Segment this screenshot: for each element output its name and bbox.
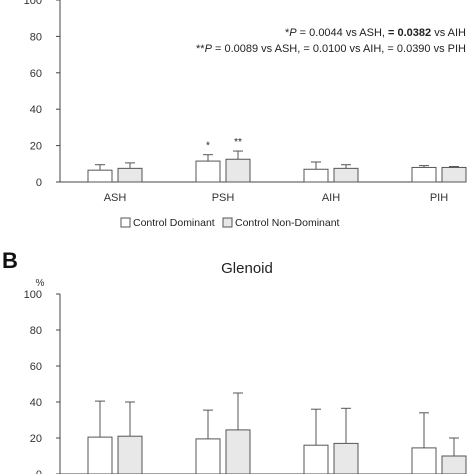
y-axis-unit-label: % (36, 278, 45, 289)
legend: Control Dominant Control Non-Dominant (120, 217, 340, 229)
panel-a-note-line-1: *P = 0.0044 vs ASH, = 0.0382 vs AIH (285, 27, 466, 39)
panel-b-bars (87, 392, 467, 474)
y-tick-label: 40 (30, 104, 42, 116)
y-tick-label: 0 (36, 469, 42, 474)
y-tick-label: 40 (30, 397, 42, 409)
y-tick-label: 60 (30, 361, 42, 373)
y-tick-label: 100 (24, 0, 42, 7)
category-label-pih: PIH (430, 192, 448, 204)
y-tick-label: 0 (36, 177, 42, 189)
y-tick-label: 100 (24, 289, 42, 301)
panel-a-note-line-2: **P = 0.0089 vs ASH, = 0.0100 vs AIH, = … (196, 43, 466, 55)
significance-marker: * (206, 141, 210, 152)
panel-a-x-axis: ASH PSH AIH PIH (104, 192, 449, 204)
bar-ash-series-2 (117, 435, 143, 474)
legend-swatch-dominant (120, 217, 131, 228)
panel-b-letter: B (2, 248, 18, 273)
legend-label-non-dominant: Control Non-Dominant (235, 217, 340, 229)
significance-marker: ** (234, 137, 242, 148)
y-tick-label: 80 (30, 325, 42, 337)
bar-psh-series-1 (195, 160, 221, 183)
bar-pih-series-2 (441, 455, 467, 474)
y-tick-label: 60 (30, 68, 42, 80)
panel-b-title: Glenoid (221, 260, 273, 277)
legend-swatch-non-dominant (222, 217, 233, 228)
bar-ash-series-1 (87, 436, 113, 474)
bar-pih-series-1 (411, 166, 437, 183)
y-tick-label: 80 (30, 31, 42, 43)
bar-aih-series-2 (333, 442, 359, 474)
panel-a-bars (87, 150, 467, 183)
category-label-aih: AIH (322, 192, 340, 204)
bar-pih-series-1 (411, 447, 437, 474)
bar-aih-series-2 (333, 167, 359, 183)
legend-label-dominant: Control Dominant (133, 217, 215, 229)
bar-pih-series-2 (441, 166, 467, 183)
y-tick-label: 20 (30, 141, 42, 153)
panel-b-chart: B Glenoid 0 20 40 60 80 100% (2, 248, 467, 474)
category-label-psh: PSH (212, 192, 235, 204)
bar-psh-series-2 (225, 429, 251, 474)
bar-aih-series-1 (303, 444, 329, 474)
bar-ash-series-2 (117, 167, 143, 183)
y-tick-label: 20 (30, 433, 42, 445)
panel-a-significance-marks: * ** (206, 137, 242, 152)
bar-psh-series-1 (195, 438, 221, 474)
panel-b-y-axis: 0 20 40 60 80 100% (24, 278, 466, 474)
bar-psh-series-2 (225, 158, 251, 183)
bar-ash-series-1 (87, 169, 113, 183)
category-label-ash: ASH (104, 192, 127, 204)
bar-aih-series-1 (303, 168, 329, 183)
